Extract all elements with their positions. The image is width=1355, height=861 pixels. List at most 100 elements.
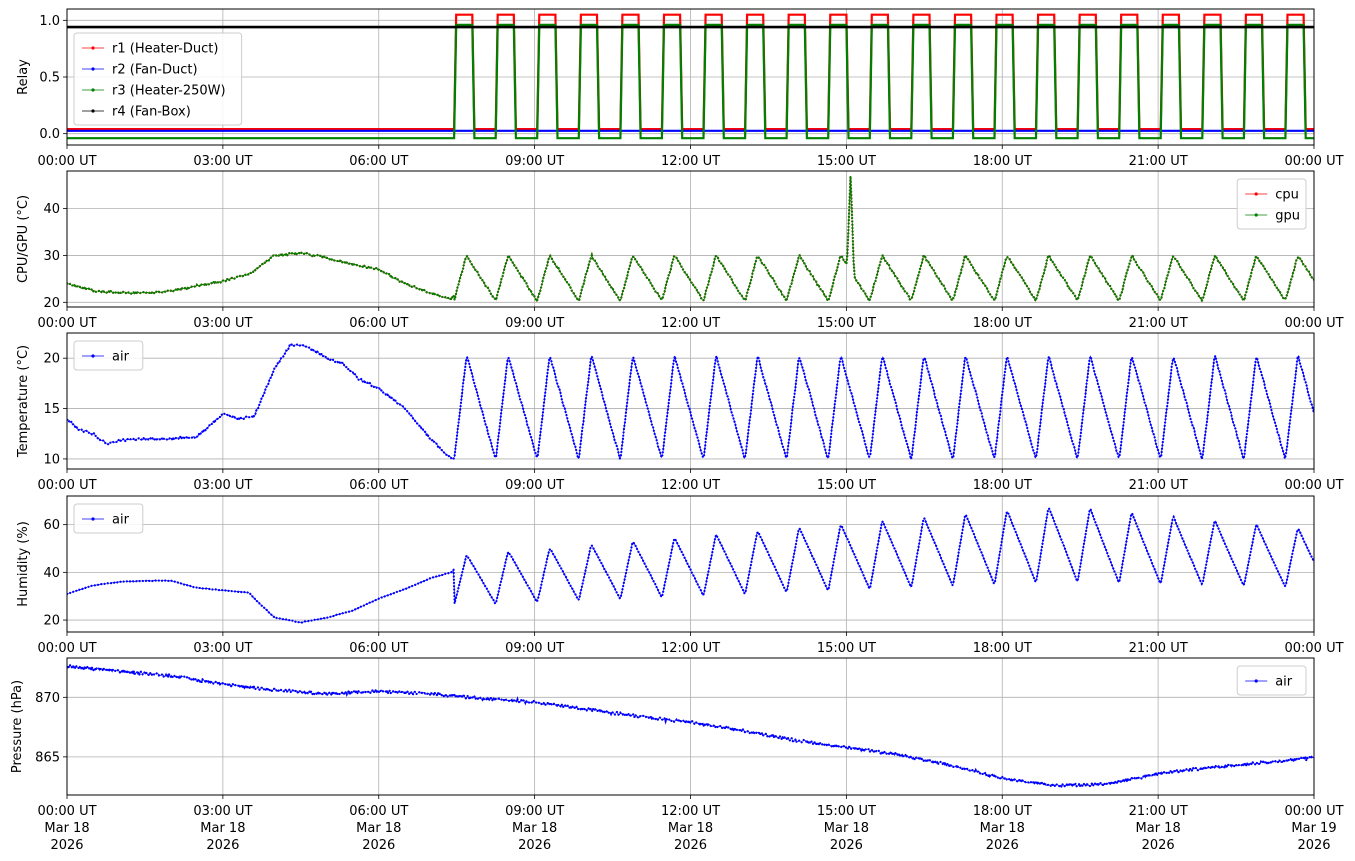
x-tick-label: 06:00 UT: [349, 316, 408, 331]
x-tick-label: 12:00 UT: [661, 316, 720, 331]
series-markers: [67, 342, 1314, 463]
x-tick-label: 06:00 UT: [349, 154, 408, 169]
x-tick-date: Mar 18: [44, 821, 89, 836]
x-tick-label: 09:00 UT: [505, 478, 564, 493]
legend-label: r1 (Heater-Duct): [112, 42, 218, 57]
x-tick-label: 00:00 UT: [37, 641, 96, 656]
x-tick-label: 00:00 UT: [1284, 154, 1343, 169]
x-tick-label: 03:00 UT: [193, 478, 252, 493]
legend-marker: [1254, 192, 1258, 196]
x-tick-label: 09:00 UT: [505, 154, 564, 169]
panel-4: 20 40 60 Humidity (%) 00:00 UT 03:00 UT 06:00 …: [16, 495, 1344, 656]
x-tick-label: 12:00 UT: [661, 478, 720, 493]
legend-box: [73, 340, 144, 371]
series-line-r1-heater-duct-: [67, 13, 1314, 131]
x-tick-label: 06:00 UT: [349, 478, 408, 493]
legend-marker: [1254, 213, 1258, 217]
x-tick-label: 00:00 UT: [37, 478, 96, 493]
panel-3: 10 15 20 Temperature (°C) 00:00 UT 03:00 UT 06…: [16, 332, 1344, 493]
legend-marker: [91, 46, 95, 50]
x-tick-label: 12:00 UT: [661, 154, 720, 169]
y-tick-label: 15: [43, 402, 60, 417]
y-tick-label: 0.0: [39, 127, 60, 142]
x-tick-label: 00:00 UT: [1284, 316, 1343, 331]
legend: air: [73, 503, 144, 534]
x-tick-label: 21:00 UT: [1129, 641, 1188, 656]
y-axis-label: Humidity (%): [16, 521, 31, 607]
x-tick-label: 18:00 UT: [973, 478, 1032, 493]
x-tick-label: 06:00 UT: [349, 804, 408, 819]
legend-label: cpu: [1275, 188, 1299, 203]
x-tick-label: 15:00 UT: [817, 154, 876, 169]
y-tick-label: 10: [43, 452, 60, 467]
x-tick-label: 18:00 UT: [973, 641, 1032, 656]
legend-box: [1236, 665, 1307, 696]
x-tick-label: 18:00 UT: [973, 316, 1032, 331]
x-tick-label: 03:00 UT: [193, 316, 252, 331]
legend-box: [73, 503, 144, 534]
legend-marker: [91, 354, 95, 358]
x-tick-label: 00:00 UT: [37, 316, 96, 331]
series-markers: [67, 176, 1314, 305]
x-tick-label: 21:00 UT: [1129, 804, 1188, 819]
x-tick-date: Mar 19: [1291, 821, 1336, 836]
legend: r1 (Heater-Duct) r2 (Fan-Duct) r3 (Heater-…: [73, 32, 243, 126]
panel-5: 865 870 Pressure (hPa) 00:00 UT Mar 18 2026 03…: [10, 657, 1344, 853]
legend-label: gpu: [1275, 209, 1300, 224]
x-tick-label: 00:00 UT: [37, 154, 96, 169]
x-tick-year: 2026: [1142, 838, 1175, 853]
x-tick-label: 03:00 UT: [193, 641, 252, 656]
legend: cpu gpu: [1236, 178, 1307, 230]
y-tick-label: 20: [43, 614, 60, 629]
series-line-r3-heater-250w-: [67, 23, 1314, 140]
legend-label: air: [112, 513, 130, 528]
x-tick-date: Mar 18: [200, 821, 245, 836]
x-tick-label: 06:00 UT: [349, 641, 408, 656]
panel-2: 20 30 40 CPU/GPU (°C) 00:00 UT 03:00 UT 06:00 …: [16, 170, 1344, 331]
x-tick-label: 03:00 UT: [193, 154, 252, 169]
x-tick-label: 09:00 UT: [505, 641, 564, 656]
legend-label: r3 (Heater-250W): [112, 84, 226, 99]
x-tick-year: 2026: [986, 838, 1019, 853]
legend-label: air: [112, 350, 130, 365]
x-tick-label: 12:00 UT: [661, 804, 720, 819]
y-tick-label: 20: [43, 296, 60, 311]
series-markers: [67, 506, 1314, 624]
y-axis-label: CPU/GPU (°C): [16, 195, 31, 283]
legend-marker: [1254, 679, 1258, 683]
x-tick-year: 2026: [1297, 838, 1330, 853]
x-tick-label: 21:00 UT: [1129, 316, 1188, 331]
x-tick-label: 18:00 UT: [973, 154, 1032, 169]
x-tick-label: 00:00 UT: [1284, 804, 1343, 819]
x-tick-date: Mar 18: [980, 821, 1025, 836]
x-tick-label: 00:00 UT: [37, 804, 96, 819]
legend: air: [1236, 665, 1307, 696]
x-tick-label: 09:00 UT: [505, 804, 564, 819]
x-tick-label: 18:00 UT: [973, 804, 1032, 819]
x-tick-date: Mar 18: [512, 821, 557, 836]
legend: air: [73, 340, 144, 371]
panel-1: 0.0 0.5 1.0 Relay 00:00 UT 03:00 UT 06:00 UT 09…: [16, 8, 1344, 169]
y-tick-label: 40: [43, 202, 60, 217]
x-tick-date: Mar 18: [1136, 821, 1181, 836]
series-markers: [67, 663, 1314, 790]
x-tick-year: 2026: [830, 838, 863, 853]
legend-label: r2 (Fan-Duct): [112, 63, 198, 78]
x-tick-year: 2026: [518, 838, 551, 853]
x-tick-label: 00:00 UT: [1284, 478, 1343, 493]
y-tick-label: 60: [43, 518, 60, 533]
x-tick-label: 15:00 UT: [817, 804, 876, 819]
y-tick-label: 870: [35, 691, 60, 706]
legend-label: air: [1275, 675, 1293, 690]
y-axis-label: Relay: [16, 59, 31, 95]
y-tick-label: 865: [35, 750, 60, 765]
legend-marker: [91, 88, 95, 92]
legend-marker: [91, 517, 95, 521]
legend-box: [1236, 178, 1307, 230]
x-tick-label: 21:00 UT: [1129, 154, 1188, 169]
legend-label: r4 (Fan-Box): [112, 105, 191, 120]
y-tick-label: 0.5: [39, 71, 60, 86]
x-tick-date: Mar 18: [668, 821, 713, 836]
y-tick-label: 20: [43, 352, 60, 367]
x-tick-year: 2026: [362, 838, 395, 853]
